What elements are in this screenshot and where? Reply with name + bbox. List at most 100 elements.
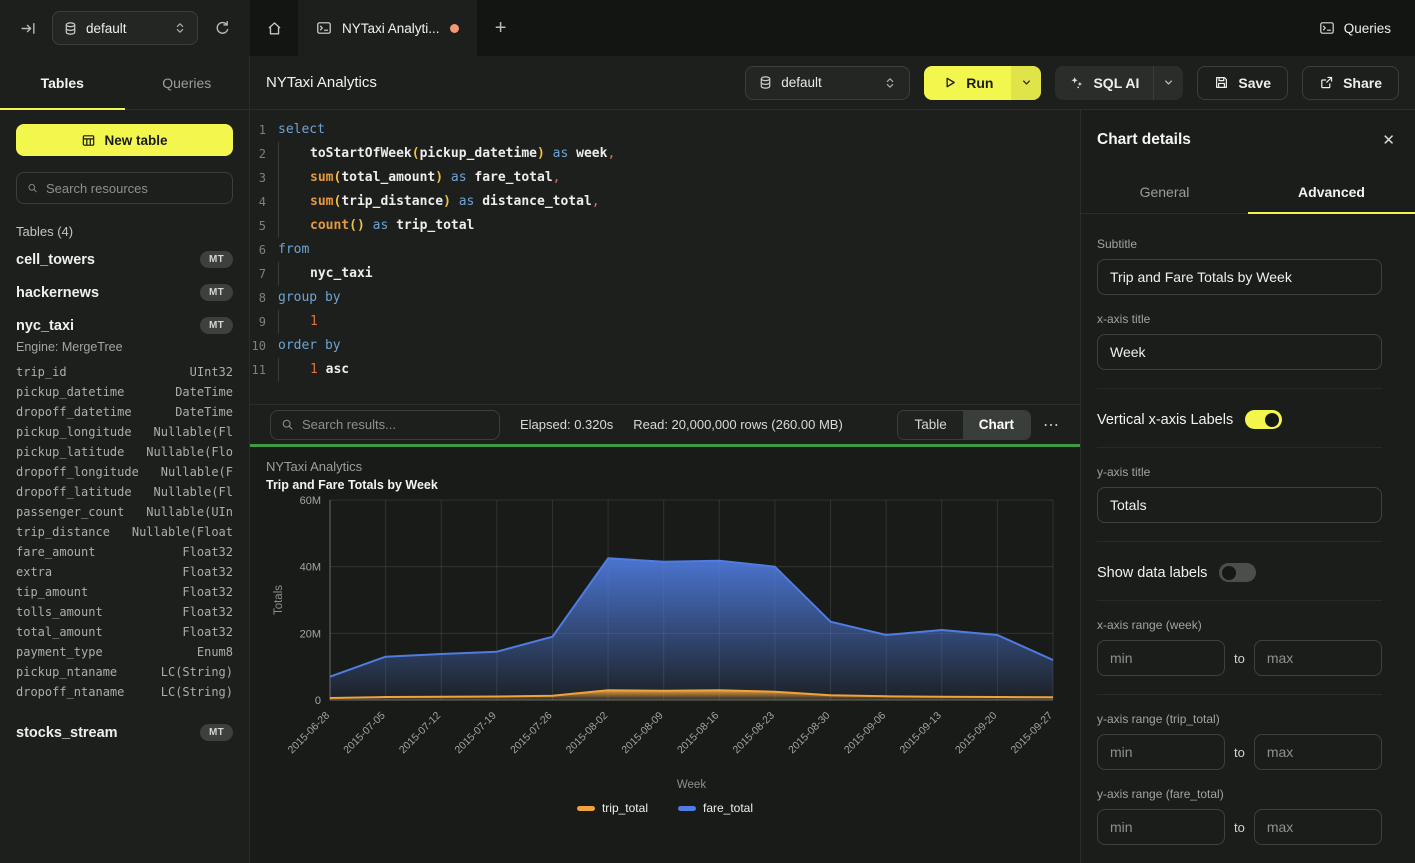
editor-line[interactable]: 4 sum(trip_distance) as distance_total, (250, 190, 1080, 214)
sidebar-tab-queries[interactable]: Queries (125, 56, 250, 109)
sql-ai-options-button[interactable] (1153, 65, 1183, 100)
sql-ai-button-group: SQL AI (1055, 65, 1184, 100)
database-selector[interactable]: default (52, 11, 198, 45)
column-row[interactable]: total_amount Float32 (16, 622, 233, 642)
column-row[interactable]: dropoff_ntaname LC(String) (16, 682, 233, 702)
tab-strip: NYTaxi Analyti... + Queries (250, 0, 1415, 56)
column-row[interactable]: pickup_datetime DateTime (16, 382, 233, 402)
subtitle-input[interactable] (1097, 259, 1382, 295)
line-code: nyc_taxi (278, 262, 373, 286)
view-toggle-chart[interactable]: Chart (962, 410, 1030, 439)
table-row[interactable]: cell_towers MT (16, 243, 233, 276)
editor-line[interactable]: 5 count() as trip_total (250, 214, 1080, 238)
save-button[interactable]: Save (1197, 65, 1289, 100)
sql-ai-button[interactable]: SQL AI (1055, 66, 1153, 100)
column-row[interactable]: dropoff_longitude Nullable(F (16, 462, 233, 482)
column-row[interactable]: fare_amount Float32 (16, 542, 233, 562)
home-icon (268, 21, 280, 35)
x-range-min-input[interactable] (1097, 640, 1225, 676)
sidebar-tab-tables[interactable]: Tables (0, 56, 125, 110)
editor-line[interactable]: 6 from (250, 238, 1080, 262)
table-row[interactable]: nyc_taxi MT (16, 309, 233, 342)
column-row[interactable]: dropoff_latitude Nullable(Fl (16, 482, 233, 502)
y-range-fare-min-input[interactable] (1097, 809, 1225, 845)
column-row[interactable]: trip_id UInt32 (16, 362, 233, 382)
column-row[interactable]: extra Float32 (16, 562, 233, 582)
y-range-trip-min-input[interactable] (1097, 734, 1225, 770)
resource-search-input[interactable] (46, 180, 222, 196)
legend-item[interactable]: trip_total (576, 801, 648, 815)
y-range-fare-max-input[interactable] (1253, 809, 1382, 845)
new-tab-button[interactable]: + (477, 0, 525, 56)
run-button[interactable]: Run (924, 65, 1012, 100)
editor-line[interactable]: 11 1 asc (250, 358, 1080, 382)
svg-text:2015-08-02: 2015-08-02 (564, 710, 611, 757)
x-axis-title-input[interactable] (1097, 334, 1382, 370)
column-row[interactable]: pickup_longitude Nullable(Fl (16, 422, 233, 442)
column-row[interactable]: dropoff_datetime DateTime (16, 402, 233, 422)
results-search-input[interactable] (302, 417, 489, 432)
results-chart-card: NYTaxi Analytics Trip and Fare Totals by… (250, 447, 1080, 863)
sidebar-tab-label: Queries (162, 74, 212, 91)
panel-tab-label: Advanced (1298, 183, 1365, 200)
more-options-icon[interactable]: ⋯ (1043, 416, 1060, 434)
column-row[interactable]: pickup_ntaname LC(String) (16, 662, 233, 682)
editor-line[interactable]: 3 sum(total_amount) as fare_total, (250, 166, 1080, 190)
close-icon[interactable]: ✕ (1382, 132, 1395, 149)
chart-title: NYTaxi Analytics (266, 459, 363, 474)
sql-editor[interactable]: 1 select 2 toStartOfWeek(pickup_datetime) a… (250, 110, 1080, 404)
y-axis-title-input[interactable] (1097, 487, 1382, 523)
legend-item[interactable]: fare_total (677, 801, 753, 815)
show-data-labels-toggle[interactable] (1219, 563, 1257, 582)
home-tab[interactable] (250, 0, 298, 56)
table-row[interactable]: hackernews MT (16, 276, 233, 309)
tab-title: NYTaxi Analyti... (342, 20, 440, 36)
column-type: DateTime (175, 385, 233, 399)
panel-tab-advanced[interactable]: Advanced (1248, 170, 1415, 214)
column-type: Float32 (182, 565, 233, 579)
queries-button[interactable]: Queries (1295, 0, 1415, 56)
editor-line[interactable]: 8 group by (250, 286, 1080, 310)
tables-list: cell_towers MT hackernews MT nyc_taxi MT Engin… (16, 243, 233, 749)
column-row[interactable]: payment_type Enum8 (16, 642, 233, 662)
toolbar-database-selector[interactable]: default (745, 65, 911, 100)
table-row[interactable]: stocks_stream MT (16, 716, 233, 749)
view-toggle-table[interactable]: Table (898, 410, 963, 439)
column-row[interactable]: tolls_amount Float32 (16, 602, 233, 622)
svg-text:2015-09-13: 2015-09-13 (897, 710, 944, 757)
chevron-updown-icon (176, 23, 184, 33)
plus-icon: + (494, 16, 507, 39)
editor-line[interactable]: 7 nyc_taxi (250, 262, 1080, 286)
tab-spacer (525, 0, 1295, 56)
share-button[interactable]: Share (1302, 65, 1399, 100)
refresh-icon[interactable] (208, 14, 236, 42)
collapse-sidebar-icon[interactable] (14, 14, 42, 42)
panel-tab-general[interactable]: General (1081, 170, 1248, 213)
top-bar: default NYTaxi Analyti... + Queries (0, 0, 1415, 56)
column-row[interactable]: passenger_count Nullable(UIn (16, 502, 233, 522)
run-button-group: Run (924, 65, 1042, 100)
panel-body: Subtitle x-axis title Vertical x-axis La… (1081, 214, 1415, 863)
column-row[interactable]: tip_amount Float32 (16, 582, 233, 602)
line-code: 1 (278, 310, 318, 334)
column-row[interactable]: pickup_latitude Nullable(Flo (16, 442, 233, 462)
run-options-button[interactable] (1011, 65, 1042, 100)
sidebar-content: New table Tables (4) cell_towersMThacker… (0, 110, 249, 863)
area-chart[interactable]: 0 20M 40M 60M 2015-06-28 2015-07-05 2015-07-12… (266, 492, 1064, 794)
table-icon (83, 134, 95, 146)
legend-label: trip_total (601, 801, 648, 815)
editor-line[interactable]: 2 toStartOfWeek(pickup_datetime) as week, (250, 142, 1080, 166)
svg-text:2015-07-12: 2015-07-12 (397, 710, 444, 757)
editor-line[interactable]: 10 order by (250, 334, 1080, 358)
tab-nytaxi-analytics[interactable]: NYTaxi Analyti... (298, 0, 477, 56)
editor-line[interactable]: 1 select (250, 118, 1080, 142)
y-range-trip-max-input[interactable] (1253, 734, 1382, 770)
new-table-button[interactable]: New table (16, 124, 233, 156)
line-number: 7 (258, 267, 266, 281)
engine-badge: MT (199, 317, 233, 334)
subtitle-field-label: Subtitle (1097, 237, 1138, 251)
vertical-x-labels-toggle[interactable] (1245, 410, 1283, 429)
x-range-max-input[interactable] (1253, 640, 1382, 676)
column-row[interactable]: trip_distance Nullable(Float (16, 522, 233, 542)
